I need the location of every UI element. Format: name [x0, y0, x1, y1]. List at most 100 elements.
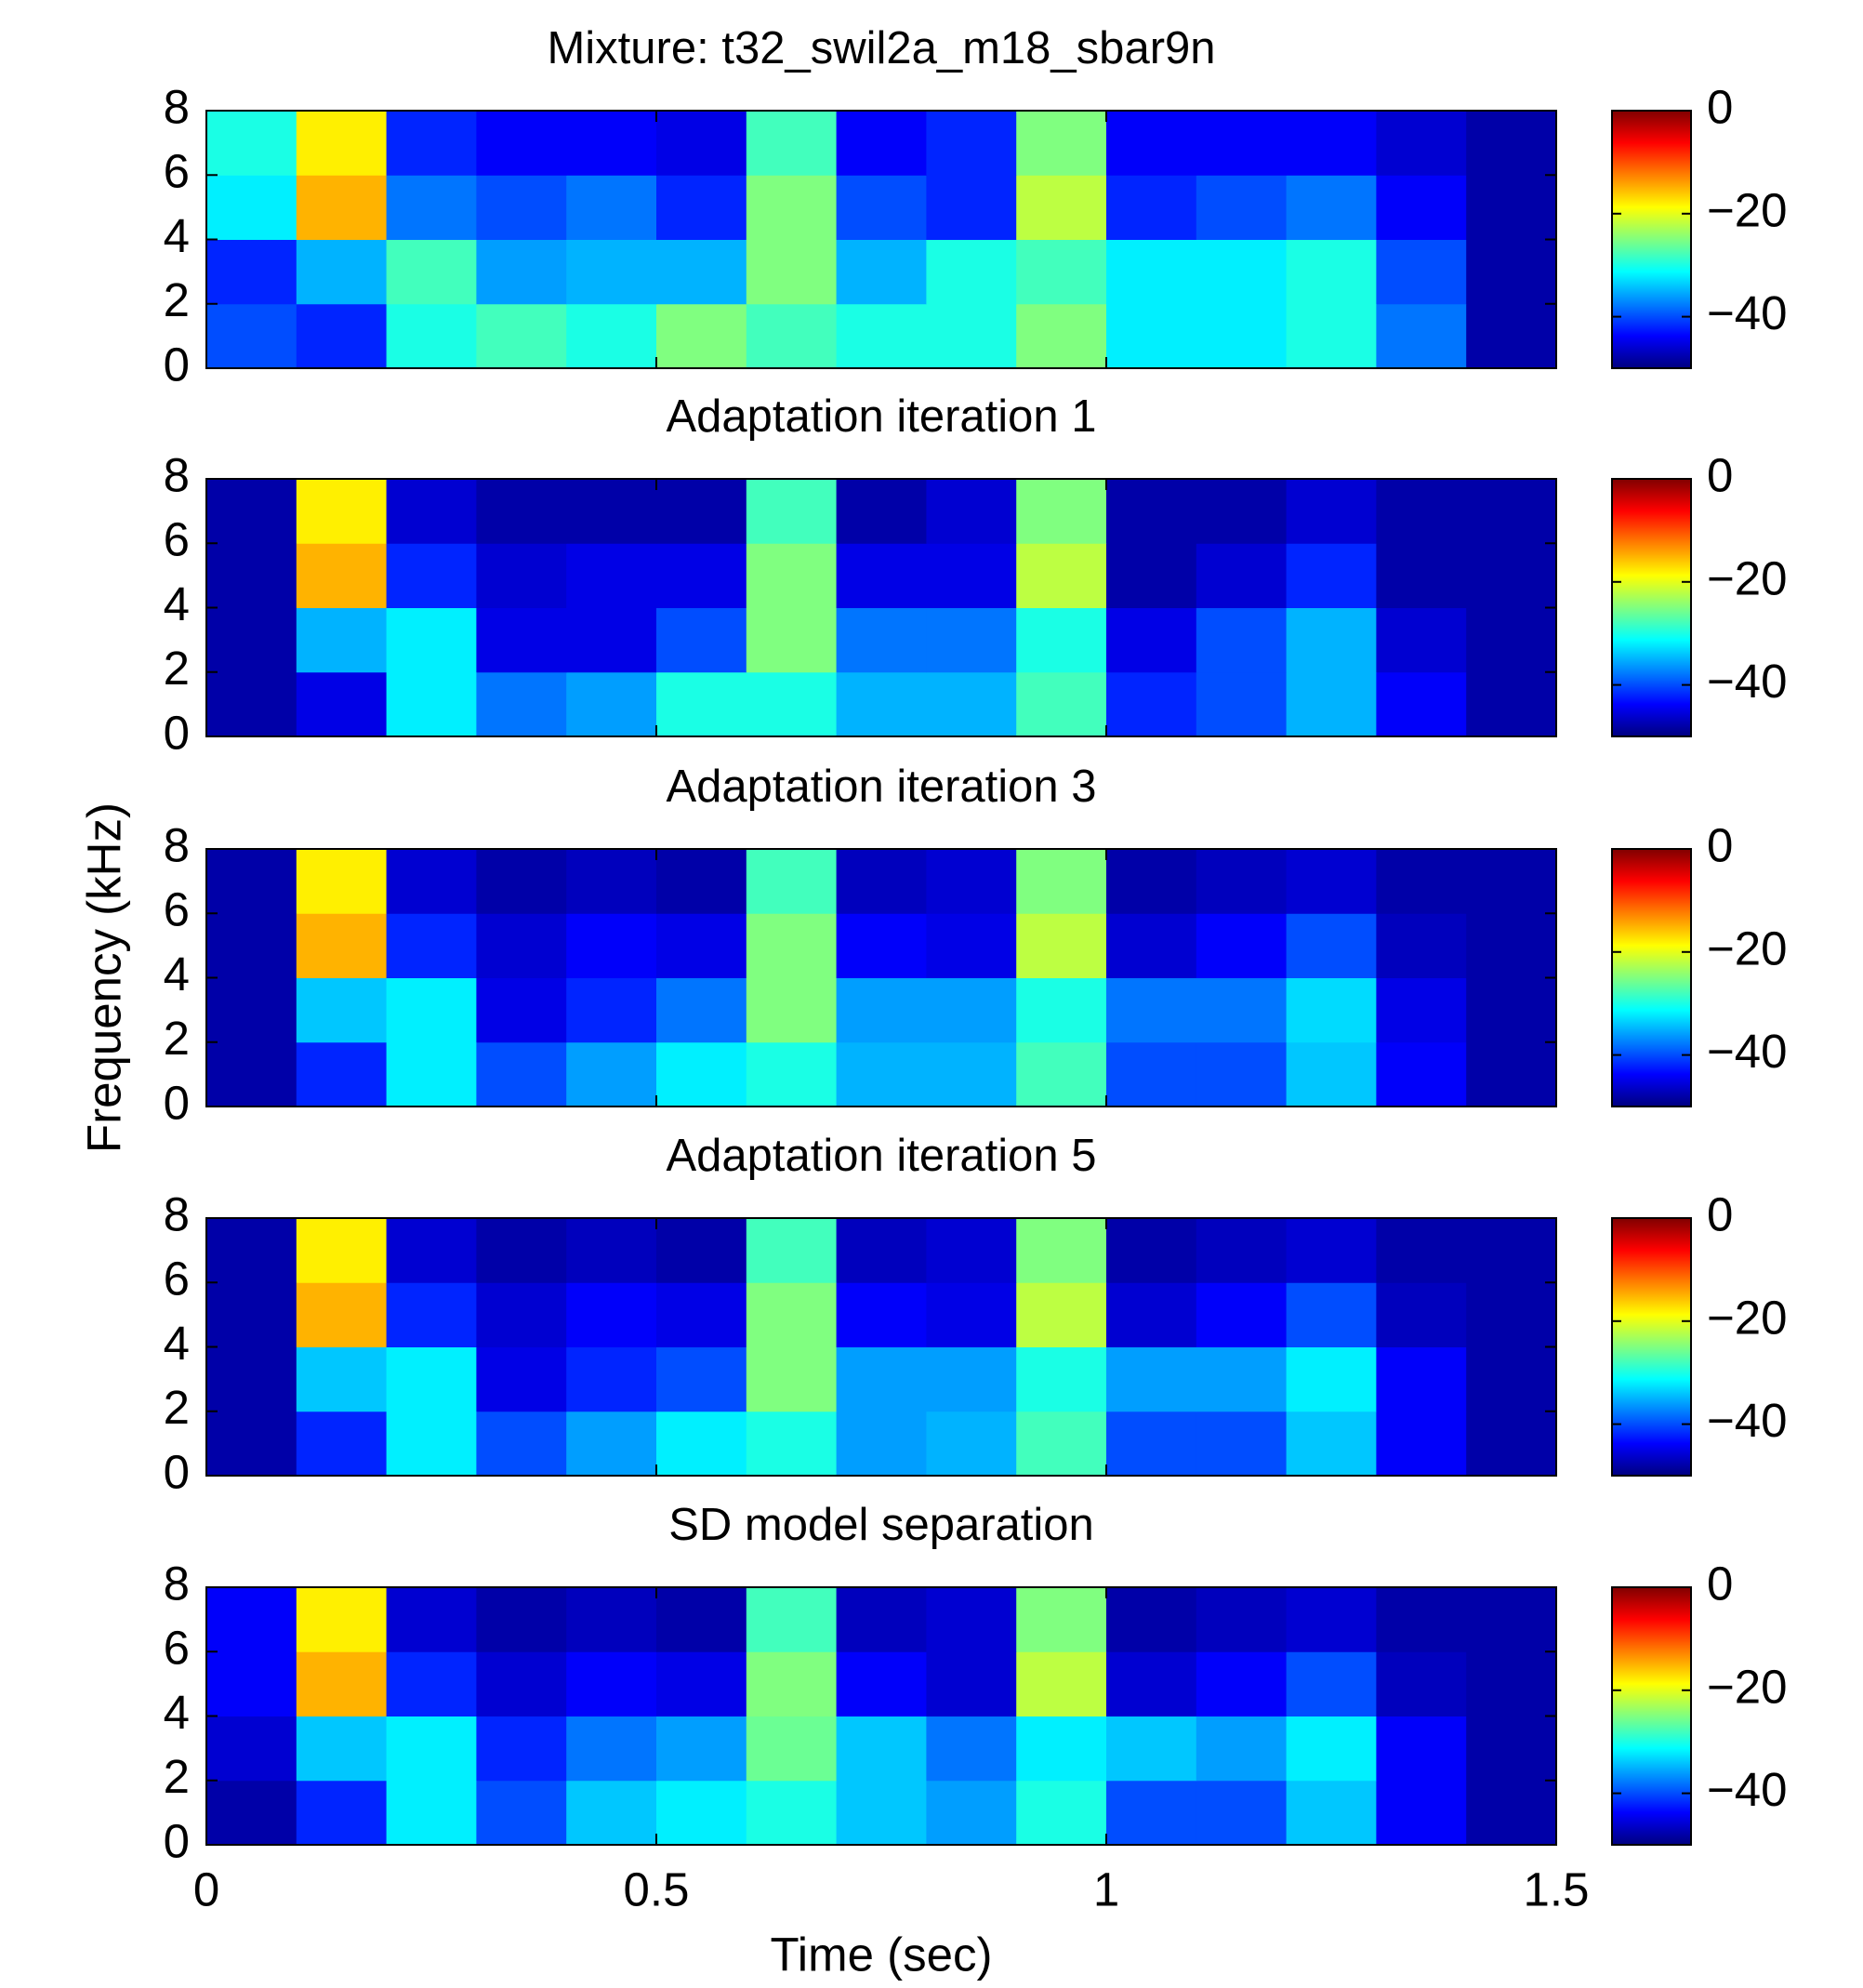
- heatmap-cell: [1106, 1041, 1197, 1107]
- heatmap-cell: [746, 977, 838, 1043]
- heatmap-cell: [836, 111, 927, 176]
- heatmap-cell: [1106, 1218, 1197, 1283]
- colorbar-tick-label: −20: [1707, 1291, 1788, 1344]
- heatmap-cell: [1466, 175, 1557, 240]
- heatmap-cell: [1466, 913, 1557, 978]
- heatmap-cell: [296, 1587, 388, 1652]
- heatmap-cell: [1376, 849, 1467, 914]
- heatmap-cell: [476, 239, 567, 305]
- heatmap-cell: [1106, 1780, 1197, 1846]
- heatmap-cell: [1286, 1282, 1377, 1347]
- heatmap-cell: [746, 913, 838, 978]
- heatmap-cell: [1376, 543, 1467, 608]
- heatmap-cell: [926, 671, 1017, 737]
- y-tick-label: 6: [164, 1622, 190, 1675]
- heatmap-cell: [1106, 239, 1197, 305]
- heatmap-cell: [926, 1587, 1017, 1652]
- panel-title: Adaptation iteration 1: [666, 391, 1096, 442]
- heatmap-cell: [296, 1218, 388, 1283]
- heatmap-cell: [566, 1218, 657, 1283]
- y-tick-label: 0: [164, 1814, 190, 1867]
- heatmap-cell: [476, 479, 567, 544]
- heatmap-cell: [206, 543, 297, 608]
- heatmap-cell: [1466, 111, 1557, 176]
- y-tick-label: 4: [164, 1686, 190, 1739]
- heatmap-cell: [1016, 543, 1107, 608]
- heatmap-cell: [206, 175, 297, 240]
- heatmap-cell: [836, 1282, 927, 1347]
- heatmap-cell: [746, 607, 838, 673]
- heatmap-cell: [386, 239, 477, 305]
- heatmap-cell: [1286, 479, 1377, 544]
- heatmap-cell: [926, 239, 1017, 305]
- heatmap-cell: [206, 239, 297, 305]
- heatmap-cell: [836, 849, 927, 914]
- heatmap-cell: [836, 607, 927, 673]
- colorbar-tick-label: 0: [1707, 1557, 1733, 1610]
- heatmap-cell: [1196, 913, 1288, 978]
- heatmap-cell: [746, 1651, 838, 1716]
- heatmap-cell: [1466, 303, 1557, 369]
- heatmap-cell: [926, 607, 1017, 673]
- heatmap-cell: [1106, 1716, 1197, 1782]
- heatmap-cell: [206, 1218, 297, 1283]
- heatmap-cell: [836, 239, 927, 305]
- heatmap-cell: [386, 303, 477, 369]
- heatmap-cell: [1016, 607, 1107, 673]
- colorbar-tick-label: −20: [1707, 921, 1788, 974]
- heatmap-cell: [1286, 175, 1377, 240]
- heatmap-cell: [476, 607, 567, 673]
- heatmap-cell: [746, 111, 838, 176]
- heatmap-cell: [746, 671, 838, 737]
- heatmap-cell: [1196, 111, 1288, 176]
- heatmap-cell: [1286, 1346, 1377, 1412]
- heatmap-cell: [566, 1411, 657, 1477]
- heatmap-cell: [1376, 977, 1467, 1043]
- colorbar-tick-label: −40: [1707, 1763, 1788, 1816]
- heatmap-cell: [1106, 1651, 1197, 1716]
- heatmap-cell: [926, 479, 1017, 544]
- heatmap-cell: [1286, 111, 1377, 176]
- heatmap-cell: [476, 1282, 567, 1347]
- heatmap-cell: [386, 543, 477, 608]
- heatmap-cell: [476, 1587, 567, 1652]
- heatmap-cell: [296, 1651, 388, 1716]
- heatmap-cell: [1196, 1651, 1288, 1716]
- heatmap-cell: [1016, 239, 1107, 305]
- heatmap-cell: [1196, 1716, 1288, 1782]
- heatmap-cell: [836, 671, 927, 737]
- heatmap-cell: [1286, 303, 1377, 369]
- heatmap-cell: [836, 1780, 927, 1846]
- heatmap-cell: [1196, 977, 1288, 1043]
- heatmap-cell: [746, 1587, 838, 1652]
- heatmap-cell: [1376, 175, 1467, 240]
- heatmap-cell: [1106, 977, 1197, 1043]
- y-tick-label: 8: [164, 1557, 190, 1610]
- heatmap-cell: [566, 1041, 657, 1107]
- heatmap-cell: [386, 111, 477, 176]
- heatmap-cell: [476, 1041, 567, 1107]
- heatmap-cell: [926, 543, 1017, 608]
- heatmap-cell: [1016, 1651, 1107, 1716]
- heatmap-cell: [386, 607, 477, 673]
- heatmap-cell: [746, 1041, 838, 1107]
- heatmap-cell: [1376, 1346, 1467, 1412]
- heatmap-cell: [1196, 239, 1288, 305]
- heatmap-cell: [386, 1218, 477, 1283]
- heatmap-cell: [476, 303, 567, 369]
- heatmap-cell: [566, 175, 657, 240]
- heatmap-cell: [296, 239, 388, 305]
- heatmap-cell: [656, 543, 747, 608]
- y-tick-label: 8: [164, 80, 190, 133]
- heatmap-cell: [1196, 1041, 1288, 1107]
- heatmap-cell: [566, 671, 657, 737]
- y-tick-label: 2: [164, 1750, 190, 1803]
- x-tick-label: 0: [193, 1862, 219, 1915]
- heatmap-cell: [1286, 1411, 1377, 1477]
- heatmap-cell: [1196, 543, 1288, 608]
- colorbar: [1611, 478, 1692, 737]
- y-tick-label: 4: [164, 209, 190, 262]
- heatmap-cell: [836, 1651, 927, 1716]
- heatmap-cell: [836, 543, 927, 608]
- heatmap-cell: [476, 671, 567, 737]
